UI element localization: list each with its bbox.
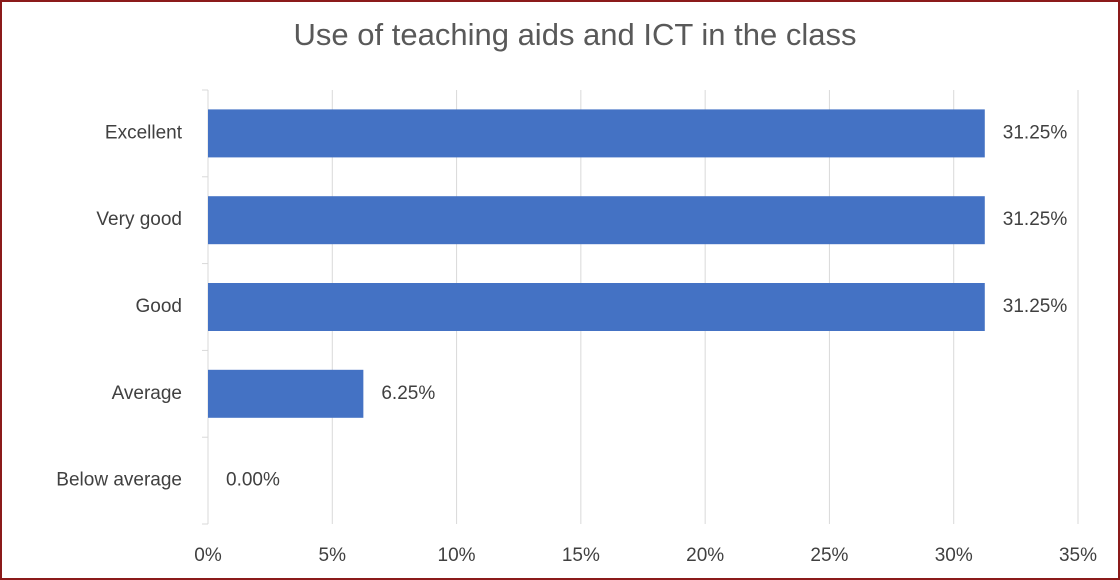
y-tick-label: Very good [96,209,182,230]
data-label: 31.25% [1003,209,1068,230]
y-tick-label: Good [136,296,182,317]
x-tick-label: 30% [935,545,973,566]
x-tick-label: 0% [194,545,222,566]
data-label: 6.25% [381,383,435,404]
y-tick-label: Below average [56,470,182,491]
bar [208,369,364,418]
x-tick-label: 5% [319,545,347,566]
chart-title: Use of teaching aids and ICT in the clas… [294,17,857,52]
y-tick-label: Excellent [105,122,183,143]
x-tick-label: 25% [810,545,848,566]
x-tick-label: 10% [438,545,476,566]
data-label: 31.25% [1003,296,1068,317]
bar [208,196,985,245]
data-label: 0.00% [226,470,280,491]
bar [208,283,985,331]
data-label: 31.25% [1003,122,1068,143]
x-tick-label: 35% [1059,545,1097,566]
y-tick-label: Average [112,383,182,404]
x-tick-label: 15% [562,545,600,566]
bar [208,109,985,158]
x-tick-label: 20% [686,545,724,566]
